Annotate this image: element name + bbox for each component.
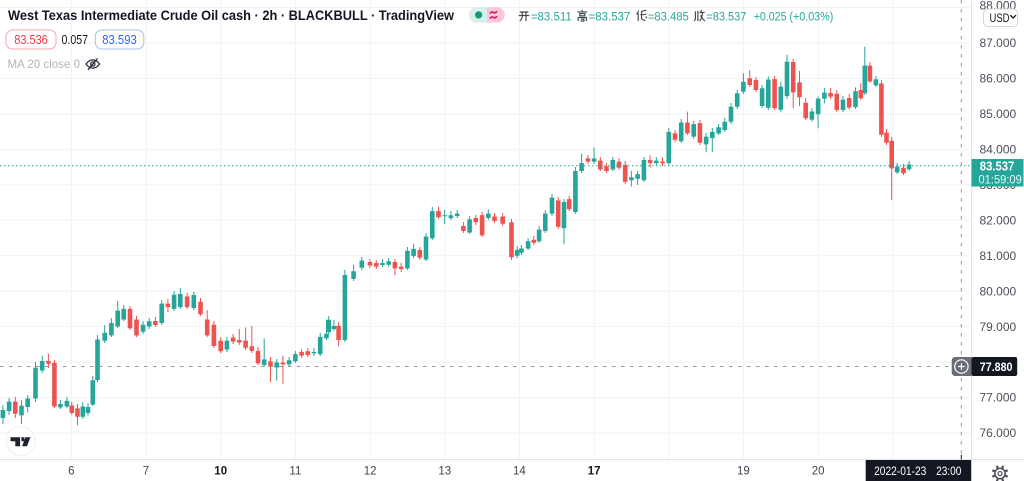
svg-text:01:59:09: 01:59:09 <box>979 173 1023 187</box>
svg-text:82.000: 82.000 <box>980 214 1017 228</box>
svg-text:USD: USD <box>990 13 1010 25</box>
svg-text:87.000: 87.000 <box>980 36 1017 50</box>
svg-text:13: 13 <box>438 466 451 478</box>
svg-text:10: 10 <box>214 466 227 478</box>
svg-text:West Texas Intermediate Crude: West Texas Intermediate Crude Oil cash ·… <box>8 7 454 23</box>
svg-text:7: 7 <box>143 466 149 478</box>
svg-text:20: 20 <box>812 466 825 478</box>
svg-text:23:00: 23:00 <box>936 464 961 478</box>
svg-text:81.000: 81.000 <box>980 249 1017 263</box>
svg-text:+0.025: +0.025 <box>754 11 787 23</box>
svg-text:(+0.03%): (+0.03%) <box>789 11 833 23</box>
svg-text:85.000: 85.000 <box>980 107 1017 121</box>
svg-text:=83.511: =83.511 <box>531 11 572 23</box>
svg-text:80.000: 80.000 <box>980 284 1017 298</box>
svg-text:83.536: 83.536 <box>14 33 48 47</box>
svg-text:79.000: 79.000 <box>980 320 1017 334</box>
svg-text:84.000: 84.000 <box>980 143 1017 157</box>
svg-text:14: 14 <box>513 466 526 478</box>
svg-text:=83.485: =83.485 <box>648 11 689 23</box>
svg-text:0.057: 0.057 <box>62 33 89 47</box>
svg-text:12: 12 <box>364 466 377 478</box>
svg-text:83.593: 83.593 <box>102 33 137 47</box>
svg-text:MA 20 close 0: MA 20 close 0 <box>8 57 81 71</box>
svg-text:19: 19 <box>737 466 750 478</box>
svg-text:=83.537: =83.537 <box>589 11 631 23</box>
svg-text:6: 6 <box>68 466 74 478</box>
svg-text:17: 17 <box>588 466 601 478</box>
svg-text:86.000: 86.000 <box>980 72 1017 86</box>
svg-text:77.880: 77.880 <box>980 360 1013 374</box>
svg-text:76.000: 76.000 <box>980 426 1017 440</box>
svg-text:83.537: 83.537 <box>980 159 1015 174</box>
svg-text:77.000: 77.000 <box>980 391 1017 405</box>
svg-text:2022-01-23: 2022-01-23 <box>874 464 926 478</box>
svg-text:=83.537: =83.537 <box>706 11 746 23</box>
svg-text:11: 11 <box>289 466 301 478</box>
